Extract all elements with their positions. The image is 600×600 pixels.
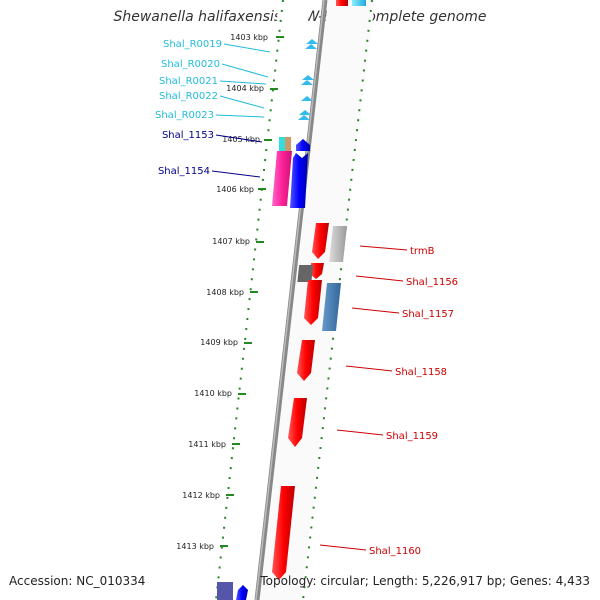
- gene-feature: [279, 137, 285, 151]
- feature-label: Shal_R0022: [159, 91, 218, 102]
- gene-feature-shal-1160: [272, 486, 295, 580]
- gene-feature-shal-1153: [296, 139, 310, 151]
- gene-feature-shal-1154-pair: [272, 151, 292, 206]
- tick-label: 1404 kbp: [226, 84, 264, 93]
- feature-label: trmB: [410, 246, 435, 257]
- gene-feature-dark-grey: [297, 265, 314, 282]
- tick-label: 1410 kbp: [194, 389, 232, 398]
- genome-summary: Topology: circular; Length: 5,226,917 bp…: [260, 574, 590, 588]
- trna-arrow: [299, 110, 311, 115]
- feature-label: Shal_1159: [386, 431, 438, 442]
- feature-label: Shal_1160: [369, 546, 421, 557]
- tick-label: 1409 kbp: [200, 338, 238, 347]
- tick-label: 1406 kbp: [216, 185, 254, 194]
- feature-label: Shal_1153: [162, 130, 214, 141]
- gene-feature: [285, 137, 291, 151]
- trna-arrow: [305, 44, 317, 49]
- tick-label: 1412 kbp: [182, 491, 220, 500]
- tick-label: 1405 kbp: [222, 135, 260, 144]
- feature-label: Shal_R0020: [161, 59, 220, 70]
- gene-feature-shal-1157: [304, 280, 322, 325]
- trna-arrow: [301, 80, 313, 85]
- gene-feature-partial: [352, 0, 366, 6]
- tick-label: 1408 kbp: [206, 288, 244, 297]
- feature-label: Shal_1158: [395, 367, 447, 378]
- gene-feature-shal-1158: [297, 340, 315, 381]
- trna-arrow: [298, 115, 310, 120]
- tick-label: 1403 kbp: [230, 33, 268, 42]
- gene-feature-shal-1156: [310, 263, 324, 279]
- gene-feature-shal-1159: [288, 398, 307, 447]
- accession-text: Accession: NC_010334: [9, 574, 146, 588]
- trna-arrow: [301, 96, 313, 101]
- trna-arrow: [306, 39, 318, 44]
- left-label-leaders: [211, 43, 271, 178]
- tick-label: 1407 kbp: [212, 237, 250, 246]
- tick-label: 1411 kbp: [188, 440, 226, 449]
- left-labels: Shal_R0019 Shal_R0020 Shal_R0021 Shal_R0…: [155, 39, 222, 177]
- right-label-leaders: [319, 245, 408, 551]
- feature-label: Shal_R0021: [159, 76, 218, 87]
- genome-backbone: [254, 0, 328, 600]
- left-dotted-track: [215, 0, 284, 600]
- gene-feature-shal-1154: [290, 153, 308, 208]
- gene-feature-partial: [217, 582, 233, 600]
- feature-label: Shal_1157: [402, 309, 454, 320]
- gene-feature-grey: [329, 226, 347, 262]
- gene-feature-partial: [336, 0, 348, 6]
- trna-features: [298, 39, 318, 120]
- trna-arrow: [302, 75, 314, 80]
- tick-marks: [220, 36, 284, 547]
- gene-feature-partial: [236, 585, 248, 600]
- gene-feature-trmb: [312, 223, 329, 259]
- feature-label: Shal_1156: [406, 277, 458, 288]
- feature-label: Shal_R0019: [163, 39, 222, 50]
- feature-label: Shal_1154: [158, 166, 210, 177]
- tick-label: 1413 kbp: [176, 542, 214, 551]
- tick-labels: 1403 kbp 1404 kbp 1405 kbp 1406 kbp 1407…: [176, 33, 268, 551]
- right-labels: trmB Shal_1156 Shal_1157 Shal_1158 Shal_…: [369, 246, 458, 557]
- feature-label: Shal_R0023: [155, 110, 214, 121]
- gene-feature-steel: [322, 283, 341, 331]
